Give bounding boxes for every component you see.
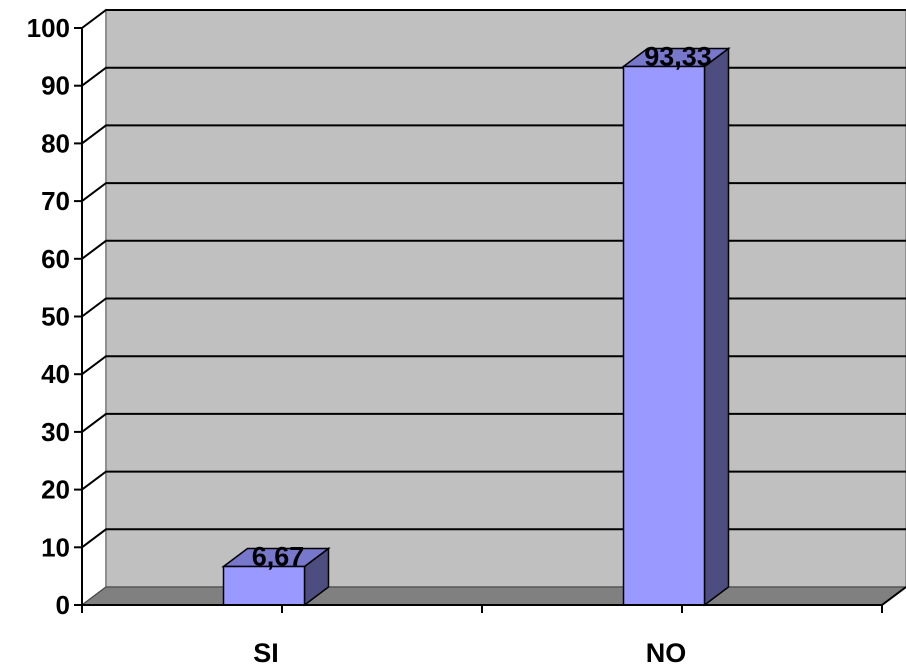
y-tick-label: 50 bbox=[41, 302, 70, 332]
y-tick-label: 10 bbox=[41, 532, 70, 562]
bar-front bbox=[222, 565, 306, 606]
bar-side bbox=[703, 46, 730, 607]
bars bbox=[221, 46, 731, 607]
bar-no bbox=[621, 46, 731, 607]
x-axis-labels: SI NO bbox=[253, 638, 686, 666]
y-tick-label: 70 bbox=[41, 186, 70, 216]
y-tick-label: 90 bbox=[41, 71, 70, 101]
y-tick-label: 0 bbox=[56, 590, 70, 620]
bar-front bbox=[622, 65, 706, 606]
y-axis-ticks: 0 10 20 30 40 50 60 70 80 90 100 bbox=[27, 13, 70, 620]
plot-walls bbox=[81, 8, 906, 607]
data-labels: 6,67 93,33 bbox=[252, 41, 712, 571]
y-tick-label: 80 bbox=[41, 128, 70, 158]
x-category-label: SI bbox=[253, 638, 279, 666]
data-label: 93,33 bbox=[644, 41, 712, 71]
floor-plane bbox=[80, 586, 906, 606]
data-label: 6,67 bbox=[252, 542, 305, 572]
chart-floor bbox=[80, 586, 906, 606]
y-tick-label: 40 bbox=[41, 359, 70, 389]
x-axis-depth-line bbox=[881, 586, 906, 606]
x-category-label: NO bbox=[646, 638, 687, 666]
gridline bbox=[81, 9, 906, 29]
y-tick-label: 60 bbox=[41, 244, 70, 274]
axes bbox=[74, 27, 906, 613]
y-tick-label: 30 bbox=[41, 417, 70, 447]
bar-si bbox=[221, 547, 331, 607]
y-tick-label: 20 bbox=[41, 475, 70, 505]
y-tick-label: 100 bbox=[27, 13, 70, 43]
